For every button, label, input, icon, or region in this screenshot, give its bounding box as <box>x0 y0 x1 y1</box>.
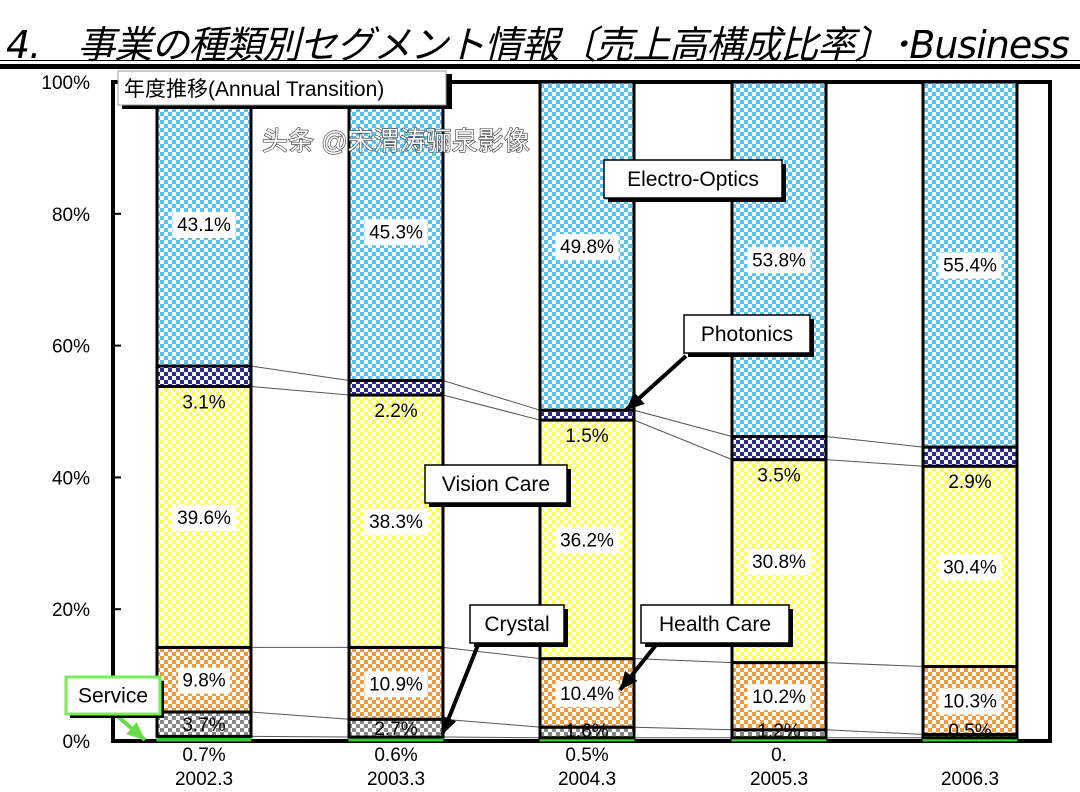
chart-title: 年度推移(Annual Transition) <box>124 78 384 101</box>
connector-line <box>442 718 541 728</box>
data-label: 10.9% <box>369 674 423 695</box>
data-label-bg <box>555 234 619 261</box>
connector-line <box>633 658 733 664</box>
page-title: 4. 事業の種類別セグメント情報〔売上高構成比率〕･Business <box>6 23 1070 67</box>
data-label: 10.2% <box>752 687 806 708</box>
data-label: 38.3% <box>369 512 423 533</box>
callout-health-care-label: Health Care <box>659 613 771 636</box>
data-label: 9.8% <box>182 671 225 692</box>
x-tick-label: 2004.3 <box>558 769 616 790</box>
data-label-bg <box>364 671 428 698</box>
data-label: 30.8% <box>752 552 806 573</box>
x-tick-label: 2006.3 <box>941 769 999 790</box>
data-label: 0.6% <box>374 745 417 766</box>
data-label: 3.5% <box>757 466 800 487</box>
connector-line <box>825 662 924 668</box>
data-label: 0.5% <box>948 721 991 742</box>
data-label: 0.5% <box>565 745 608 766</box>
callout-photonics-label: Photonics <box>701 323 793 346</box>
y-tick-label: 0% <box>63 732 91 753</box>
title-rule-thin <box>0 60 1080 61</box>
chart-title-box <box>117 70 447 106</box>
callout-crystal-label: Crystal <box>484 613 549 636</box>
connector-line <box>633 419 733 461</box>
data-label-bg <box>938 688 1002 715</box>
data-label: 10.3% <box>943 691 997 712</box>
data-label-bg <box>364 509 428 536</box>
data-label-bg <box>938 554 1002 581</box>
data-label: 0.7% <box>182 745 225 766</box>
data-label: 36.2% <box>560 530 614 551</box>
data-label-bg <box>172 212 236 239</box>
callout-vision-care-box <box>424 464 568 504</box>
data-label-bg <box>555 680 619 707</box>
data-label: 45.3% <box>369 222 423 243</box>
connector-line <box>825 729 924 735</box>
data-label: 55.4% <box>943 256 997 277</box>
callout-service-label: Service <box>78 685 148 708</box>
connector-line <box>250 711 350 720</box>
connector-line <box>825 459 924 467</box>
connector-line <box>250 385 350 396</box>
data-label: 1.5% <box>565 426 608 447</box>
connector-line <box>442 380 541 411</box>
data-label: 3.1% <box>182 392 225 413</box>
connector-line <box>825 436 924 448</box>
callout-service-arrowhead <box>126 722 145 740</box>
data-label-bg <box>747 247 811 274</box>
data-label: 0. <box>771 745 787 766</box>
data-label: 3.7% <box>182 715 225 736</box>
callout-health-care-arrowhead <box>620 670 638 690</box>
data-label: 39.6% <box>177 508 231 529</box>
callout-service-box <box>64 675 162 716</box>
connector-line <box>442 646 541 660</box>
callout-crystal-box <box>469 604 565 644</box>
bar-photonics <box>730 435 828 462</box>
data-label-bg <box>938 252 1002 279</box>
data-label: 2.9% <box>948 472 991 493</box>
y-tick-label: 100% <box>41 73 90 94</box>
y-tick-label: 40% <box>52 468 90 489</box>
bar-photonics <box>155 364 253 388</box>
data-label: 1.6% <box>565 721 608 742</box>
callout-health-care-box <box>640 604 790 644</box>
data-label: 53.8% <box>752 250 806 271</box>
connector-line <box>250 735 350 738</box>
y-tick-label: 20% <box>52 600 90 621</box>
connector-line <box>250 365 350 382</box>
data-label-bg <box>364 219 428 246</box>
data-label: 2.2% <box>374 401 417 422</box>
connector-line <box>442 394 541 421</box>
data-label-bg <box>178 667 230 694</box>
watermark: 头条 @宋渭涛骊泉影像 <box>262 126 530 156</box>
connector-line <box>442 736 541 739</box>
callout-vision-care-label: Vision Care <box>442 473 550 496</box>
callout-crystal-arrowhead <box>441 715 457 735</box>
callout-photonics-arrowhead <box>626 392 645 410</box>
callout-photonics-box <box>683 314 811 354</box>
data-label: 10.4% <box>560 684 614 705</box>
bar-photonics <box>921 445 1019 468</box>
connector-line <box>633 409 733 438</box>
data-label-bg <box>747 549 811 576</box>
x-tick-label: 2002.3 <box>175 769 233 790</box>
data-label: 1.2% <box>757 721 800 742</box>
data-label: 2.7% <box>374 719 417 740</box>
y-tick-label: 80% <box>52 205 90 226</box>
data-label: 43.1% <box>177 215 231 236</box>
callout-electro-optics-label: Electro-Optics <box>627 168 759 191</box>
data-label-bg <box>555 527 619 554</box>
bar-photonics <box>347 379 445 397</box>
data-label: 30.4% <box>943 557 997 578</box>
callout-electro-optics-box <box>603 159 783 199</box>
x-tick-label: 2005.3 <box>750 769 808 790</box>
data-label: 49.8% <box>560 237 614 258</box>
data-label-bg <box>747 684 811 711</box>
connector-line <box>633 726 733 731</box>
y-tick-label: 60% <box>52 337 90 358</box>
data-label-bg <box>172 504 236 531</box>
x-tick-label: 2003.3 <box>367 769 425 790</box>
title-rule <box>0 64 1080 69</box>
